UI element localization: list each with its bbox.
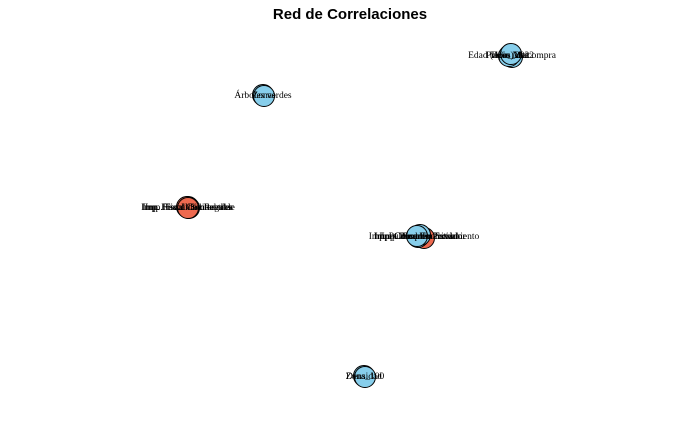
node-circle — [500, 43, 522, 65]
node-circle — [354, 366, 376, 388]
node-label: Imp. Comercio Exterior — [374, 232, 466, 242]
node-circle — [253, 85, 275, 107]
node-circle — [406, 225, 428, 247]
node-label: Imp. Fiscal Dividendos — [143, 203, 232, 213]
node-label: Año_Mat — [493, 51, 530, 61]
node-label: Imp. Consumo Privado — [374, 232, 463, 242]
node-circle — [177, 197, 199, 219]
node-label: Imp. Fiscal Combustible — [141, 203, 235, 213]
node-label: Imp. Prod. Industrial — [379, 232, 459, 242]
chart-title: Red de Correlaciones — [272, 6, 428, 23]
node-label: Precio_2022 — [486, 51, 534, 61]
node-label: Imp. Publico Financiamiento — [369, 232, 480, 242]
node-label: Tipo_Mat — [490, 51, 528, 61]
node-label: Densidad — [346, 372, 382, 382]
node-label: Imp. Fiscal Sociedades — [145, 203, 233, 213]
node-label: Edad (años) de compra — [468, 50, 557, 61]
node-label: Imp. Fiscalidad Regular — [142, 203, 234, 213]
node-label: Árboles verdes — [234, 89, 292, 101]
node-label: Zonas — [252, 91, 276, 101]
node-label: Zona_100 — [346, 372, 385, 382]
node-label: Imp. Empleo Total — [381, 232, 453, 242]
